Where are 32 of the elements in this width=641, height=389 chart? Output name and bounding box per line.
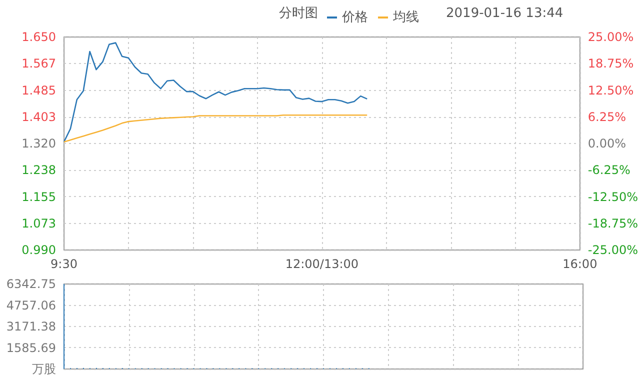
y2-tick-label: -25.00% <box>588 243 638 257</box>
y-tick-label: 1.155 <box>22 190 56 204</box>
x-tick-label: 9:30 <box>50 257 78 271</box>
y2-tick-label: 6.25% <box>588 110 626 124</box>
x-tick-label: 16:00 <box>562 257 598 271</box>
y-tick-label: 1.567 <box>22 56 56 71</box>
x-tick-label: 12:00/13:00 <box>285 257 359 271</box>
y-tick-label: 1.320 <box>22 136 56 150</box>
y2-tick-label: 18.75% <box>588 56 634 71</box>
line-series <box>63 42 368 143</box>
y-tick-label: 1.650 <box>22 30 56 44</box>
y2-tick-label: -12.50% <box>588 190 638 204</box>
y2-tick-label: 25.00% <box>588 30 634 44</box>
y-tick-label: 万股 <box>32 362 56 376</box>
text: 分时图 <box>279 6 318 21</box>
y-tick-label: 1.073 <box>22 216 56 230</box>
y2-tick-label: -6.25% <box>588 163 630 178</box>
y-tick-label: 6342.75 <box>6 277 56 291</box>
text: 2019-01-16 13:44 <box>446 6 564 21</box>
y-tick-label: 1.238 <box>22 163 56 178</box>
y-tick-label: 1585.69 <box>6 340 56 355</box>
y-tick-label: 1.485 <box>22 83 56 98</box>
y-tick-label: 0.990 <box>22 243 56 257</box>
y2-tick-label: 0.00% <box>588 136 626 150</box>
y2-tick-label: 12.50% <box>588 83 634 98</box>
y-tick-label: 4757.06 <box>6 298 56 312</box>
y-tick-label: 1.403 <box>22 110 56 124</box>
legend-label: 价格 <box>341 10 368 25</box>
legend-label: 均线 <box>392 10 419 25</box>
y2-tick-label: -18.75% <box>588 216 638 230</box>
y-tick-label: 3171.38 <box>6 320 56 334</box>
line-series <box>63 114 368 143</box>
